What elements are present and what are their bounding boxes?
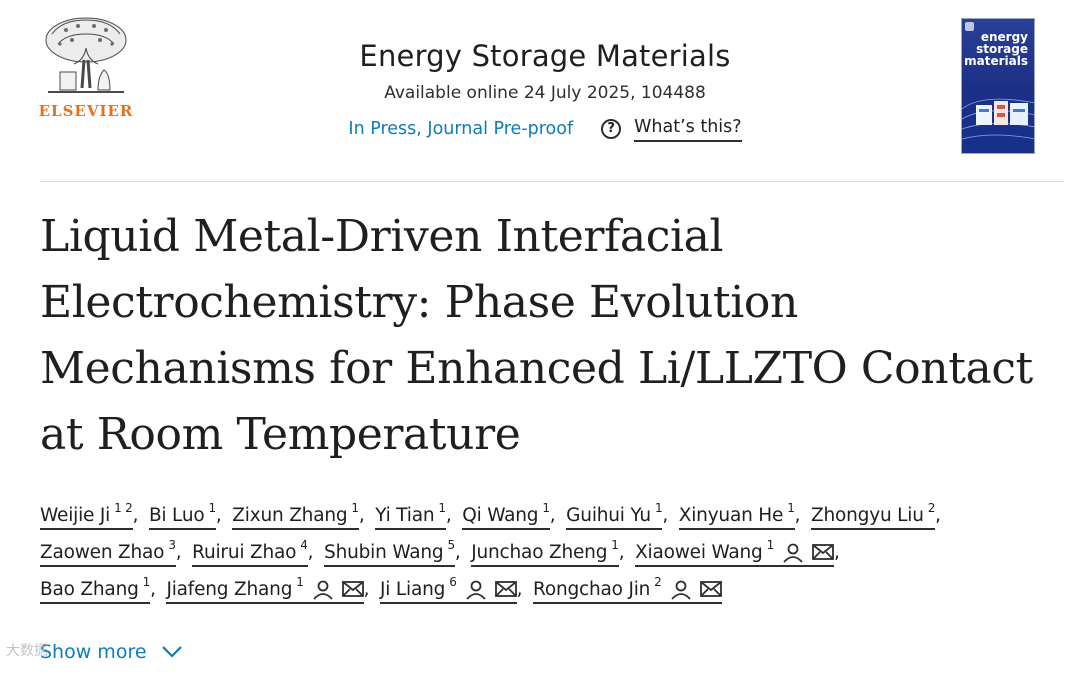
question-icon: ? bbox=[601, 118, 622, 139]
author-affiliation: 1 bbox=[787, 501, 795, 515]
author-link[interactable]: Weijie Ji 1 2 bbox=[40, 501, 133, 530]
show-more-label: Show more bbox=[40, 641, 147, 663]
author-name: Zixun Zhang bbox=[232, 505, 348, 526]
journal-cover-image[interactable]: energy storage materials bbox=[961, 18, 1035, 154]
author-link[interactable]: Shubin Wang 5 bbox=[324, 538, 455, 567]
author-link[interactable]: Zixun Zhang 1 bbox=[232, 501, 359, 530]
author-name: Zhongyu Liu bbox=[811, 505, 924, 526]
chevron-down-icon bbox=[161, 646, 182, 658]
author-name: Weijie Ji bbox=[40, 505, 111, 526]
cover-title-line: storage bbox=[976, 42, 1028, 56]
person-icon bbox=[465, 580, 486, 600]
person-icon bbox=[670, 580, 691, 600]
author-name: Jiafeng Zhang bbox=[166, 579, 293, 600]
envelope-icon bbox=[699, 581, 722, 597]
journal-header: Energy Storage Materials Available onlin… bbox=[250, 36, 840, 142]
author-link[interactable]: Guihui Yu 1 bbox=[566, 501, 663, 530]
author-link[interactable]: Qi Wang 1 bbox=[462, 501, 550, 530]
author-line: Weijie Ji 1 2, Bi Luo 1, Zixun Zhang 1, Yi … bbox=[40, 497, 1065, 534]
author-affiliation: 5 bbox=[447, 538, 455, 552]
person-icon bbox=[783, 543, 803, 563]
author-link[interactable]: Bao Zhang 1 bbox=[40, 575, 151, 604]
author-name: Qi Wang bbox=[462, 505, 539, 526]
person-icon bbox=[313, 580, 333, 600]
author-affiliation: 1 bbox=[296, 575, 304, 589]
author-affiliation: 6 bbox=[449, 575, 457, 589]
journal-title[interactable]: Energy Storage Materials bbox=[359, 39, 731, 73]
cover-title: energy storage materials bbox=[964, 31, 1028, 67]
author-affiliation: 2 bbox=[927, 501, 936, 515]
author-affiliation: 1 bbox=[142, 575, 151, 589]
author-name: Bi Luo bbox=[148, 505, 205, 526]
author-name: Bao Zhang bbox=[40, 579, 139, 600]
envelope-icon bbox=[812, 544, 834, 560]
author-affiliation: 1 bbox=[611, 538, 619, 552]
author-name: Ruirui Zhao bbox=[192, 542, 297, 563]
cover-publisher-mark bbox=[965, 22, 974, 31]
author-name: Guihui Yu bbox=[566, 505, 651, 526]
watermark: 大数据 bbox=[6, 643, 48, 659]
author-link[interactable]: Rongchao Jin 2 bbox=[533, 575, 722, 604]
author-name: Zaowen Zhao bbox=[40, 542, 165, 563]
envelope-icon bbox=[494, 581, 517, 597]
cover-artwork-icon bbox=[962, 98, 1034, 140]
author-name: Shubin Wang bbox=[324, 542, 444, 563]
cover-title-line: materials bbox=[964, 54, 1028, 68]
article-title: Liquid Metal-Driven Interfacial Electroc… bbox=[40, 211, 1033, 460]
cover-title-line: energy bbox=[980, 30, 1028, 44]
author-link[interactable]: Xinyuan He 1 bbox=[678, 501, 795, 530]
author-list: Weijie Ji 1 2, Bi Luo 1, Zixun Zhang 1, Yi … bbox=[40, 497, 1065, 608]
author-affiliation: 1 bbox=[542, 501, 550, 515]
author-affiliation: 3 bbox=[168, 538, 176, 552]
author-line: Zaowen Zhao 3, Ruirui Zhao 4, Shubin Wang 5… bbox=[40, 534, 1065, 571]
author-name: Rongchao Jin bbox=[533, 579, 651, 600]
author-link[interactable]: Zhongyu Liu 2 bbox=[811, 501, 936, 530]
author-name: Junchao Zheng bbox=[471, 542, 608, 563]
author-link[interactable]: Ruirui Zhao 4 bbox=[192, 538, 308, 567]
author-link[interactable]: Yi Tian 1 bbox=[375, 501, 446, 530]
status-row: In Press, Journal Pre-proof ? What’s thi… bbox=[250, 115, 840, 142]
author-affiliation: 1 bbox=[654, 501, 663, 515]
whats-this-link[interactable]: ? What’s this? bbox=[601, 115, 742, 142]
show-more-button[interactable]: Show more bbox=[40, 637, 183, 667]
author-affiliation: 1 bbox=[351, 501, 359, 515]
author-link[interactable]: Ji Liang 6 bbox=[380, 575, 517, 604]
author-affiliation: 1 bbox=[208, 501, 216, 515]
author-line: Bao Zhang 1, Jiafeng Zhang 1 , Ji Liang 6 ,… bbox=[40, 571, 1065, 608]
availability-date: Available online 24 July 2025, 104488 bbox=[384, 83, 706, 103]
author-affiliation: 1 2 bbox=[114, 501, 133, 515]
author-name: Ji Liang bbox=[380, 579, 446, 600]
author-link[interactable]: Bi Luo 1 bbox=[148, 501, 216, 530]
author-affiliation: 4 bbox=[300, 538, 308, 552]
author-link[interactable]: Zaowen Zhao 3 bbox=[40, 538, 176, 567]
envelope-icon bbox=[341, 581, 364, 597]
author-affiliation: 1 bbox=[438, 501, 446, 515]
publisher-name: ELSEVIER bbox=[38, 102, 134, 120]
author-link[interactable]: Jiafeng Zhang 1 bbox=[166, 575, 364, 604]
author-affiliation: 1 bbox=[766, 538, 775, 552]
author-name: Yi Tian bbox=[375, 505, 435, 526]
author-name: Xinyuan He bbox=[678, 505, 784, 526]
whats-this-label: What’s this? bbox=[634, 115, 742, 142]
author-link[interactable]: Xiaowei Wang 1 bbox=[635, 538, 835, 567]
in-press-status: In Press, Journal Pre-proof bbox=[348, 118, 574, 139]
elsevier-tree-icon bbox=[45, 17, 127, 93]
author-name: Xiaowei Wang bbox=[635, 542, 763, 563]
author-link[interactable]: Junchao Zheng 1 bbox=[471, 538, 619, 567]
header-divider bbox=[40, 181, 1064, 182]
author-affiliation: 2 bbox=[654, 575, 662, 589]
elsevier-logo[interactable]: ELSEVIER bbox=[38, 14, 134, 122]
